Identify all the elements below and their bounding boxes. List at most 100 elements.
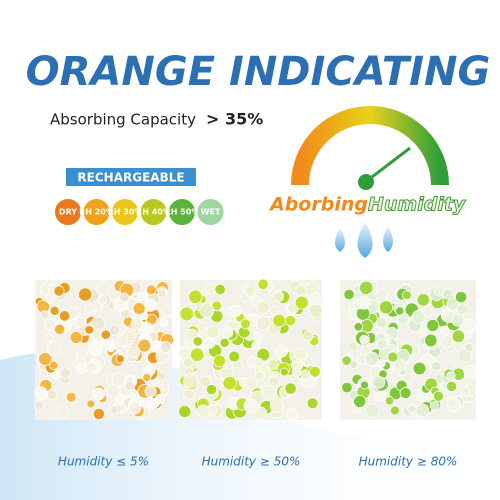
bead [240,318,251,330]
bead [464,342,474,352]
bead [228,350,241,363]
bead [257,278,269,290]
drop [383,226,393,252]
indicators: DRY RH 20%RH 30%RH 40%RH 50% WET [54,198,225,226]
bead [206,325,220,339]
bead [244,285,257,298]
bead [456,303,469,316]
bead [357,295,371,310]
capacity-label: Absorbing Capacity [50,111,196,129]
indicator-dot [168,198,196,226]
bead [454,290,468,304]
indicator-label: WET [201,208,221,217]
drops [335,222,393,258]
bead [274,344,288,358]
bead [420,353,435,367]
indicator-label: RH 50% [165,208,200,217]
bead [426,318,440,333]
gauge [291,106,449,190]
bead [196,321,207,332]
bead [53,285,65,297]
bead [375,317,387,329]
bead [85,361,97,373]
bead [132,302,146,315]
bead [199,303,214,318]
bead [47,341,62,356]
bead [115,354,125,364]
bead [128,401,142,415]
bead [353,322,363,332]
bead [399,387,412,400]
bead [463,365,477,379]
bead [65,391,77,403]
bead [269,398,284,413]
bead [339,300,351,312]
drop [357,222,373,258]
bead [92,407,105,421]
bead [341,355,352,366]
bead [422,307,433,317]
bead [375,289,389,302]
bead [261,385,276,400]
bead [204,337,216,349]
bead [384,396,395,406]
bead [119,292,130,303]
bead [53,323,66,336]
bead [309,365,321,378]
bead [229,305,242,318]
bead [387,351,399,363]
bead [141,322,154,335]
bead [243,398,258,413]
bead [460,386,471,397]
bead [253,357,264,368]
panel-caption: Humidity ≤ 5% [58,455,149,469]
bead [74,316,86,328]
panels: Humidity ≤ 5% Humidity ≥ 50% Humidity ≥ 80… [33,278,477,469]
bead [205,383,218,396]
bead [267,358,279,371]
bead [222,375,237,391]
bead [432,390,444,402]
indicator-dot [139,198,168,226]
bead [109,324,121,336]
bead [433,285,445,297]
gauge-word1: Aborbing [268,194,368,216]
bead [309,292,322,305]
bead [69,331,83,344]
bead [44,333,54,343]
bead [59,367,71,379]
bead [445,380,458,392]
bead [451,329,466,344]
bead [353,394,367,409]
capacity-value: > 35% [206,110,263,129]
bead [142,373,152,382]
indicator-dot [111,198,139,226]
bead [92,387,105,401]
bead [155,393,166,405]
bead [40,310,49,320]
bead [372,375,386,389]
bead [188,289,203,304]
bead [144,385,157,398]
bead [446,297,460,311]
bead [159,317,169,327]
bead [33,400,45,411]
bead [243,376,258,391]
bead [192,336,204,347]
bead [347,341,358,352]
bead [424,333,438,348]
bead [127,345,141,359]
bead [56,405,70,419]
bead [58,310,71,322]
bead [219,337,230,348]
bead [161,305,173,317]
indicator-label: RH 40% [136,208,171,217]
bead [364,351,380,367]
gauge-hub [358,174,374,190]
bead [109,405,119,415]
bead [44,318,56,331]
bead [286,408,299,421]
bead [411,309,426,325]
bead [303,357,313,367]
bead [341,381,353,394]
